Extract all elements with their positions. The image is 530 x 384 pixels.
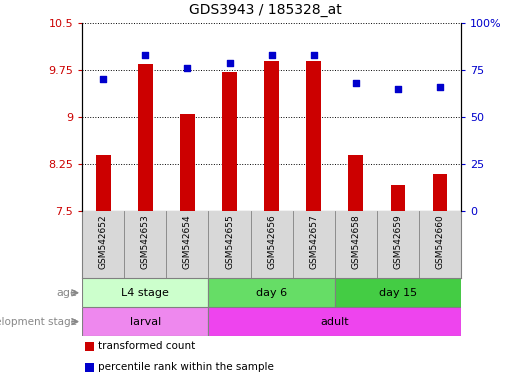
Point (436, 84, 444, 90)
Bar (138, 64, 153, 211)
Text: day 15: day 15 (379, 288, 417, 298)
Text: adult: adult (321, 316, 349, 327)
Text: GSM542656: GSM542656 (267, 215, 276, 269)
Bar (82, 307, 208, 336)
Text: GSM542659: GSM542659 (393, 215, 402, 269)
Point (310, 52, 318, 58)
Text: GSM542653: GSM542653 (141, 215, 150, 269)
Point (267, 52, 276, 58)
Bar (391, 185, 405, 211)
Point (99, 76, 108, 83)
Point (351, 80, 360, 86)
Point (225, 60, 234, 66)
Text: GSM542654: GSM542654 (183, 215, 192, 269)
Text: GSM542652: GSM542652 (99, 215, 108, 269)
Text: L4 stage: L4 stage (121, 288, 169, 298)
Text: GDS3943 / 185328_at: GDS3943 / 185328_at (189, 3, 341, 17)
Bar (96, 155, 111, 211)
Text: GSM542657: GSM542657 (309, 215, 318, 269)
Point (183, 65, 192, 71)
Bar (208, 307, 461, 336)
Text: GSM542655: GSM542655 (225, 215, 234, 269)
Text: day 6: day 6 (256, 288, 287, 298)
Bar (180, 114, 195, 211)
Bar (432, 174, 447, 211)
Text: larval: larval (130, 316, 161, 327)
Text: GSM542658: GSM542658 (351, 215, 360, 269)
Bar (348, 155, 363, 211)
Bar (335, 278, 461, 307)
Bar (82, 278, 208, 307)
Text: transformed count: transformed count (98, 341, 195, 351)
Text: development stage: development stage (0, 316, 77, 327)
Bar (264, 61, 279, 211)
Point (141, 52, 149, 58)
Text: GSM542660: GSM542660 (436, 215, 445, 269)
Bar (306, 61, 321, 211)
Text: percentile rank within the sample: percentile rank within the sample (98, 362, 274, 372)
Text: age: age (56, 288, 77, 298)
Bar (222, 72, 237, 211)
Point (394, 86, 402, 92)
Bar (208, 278, 335, 307)
